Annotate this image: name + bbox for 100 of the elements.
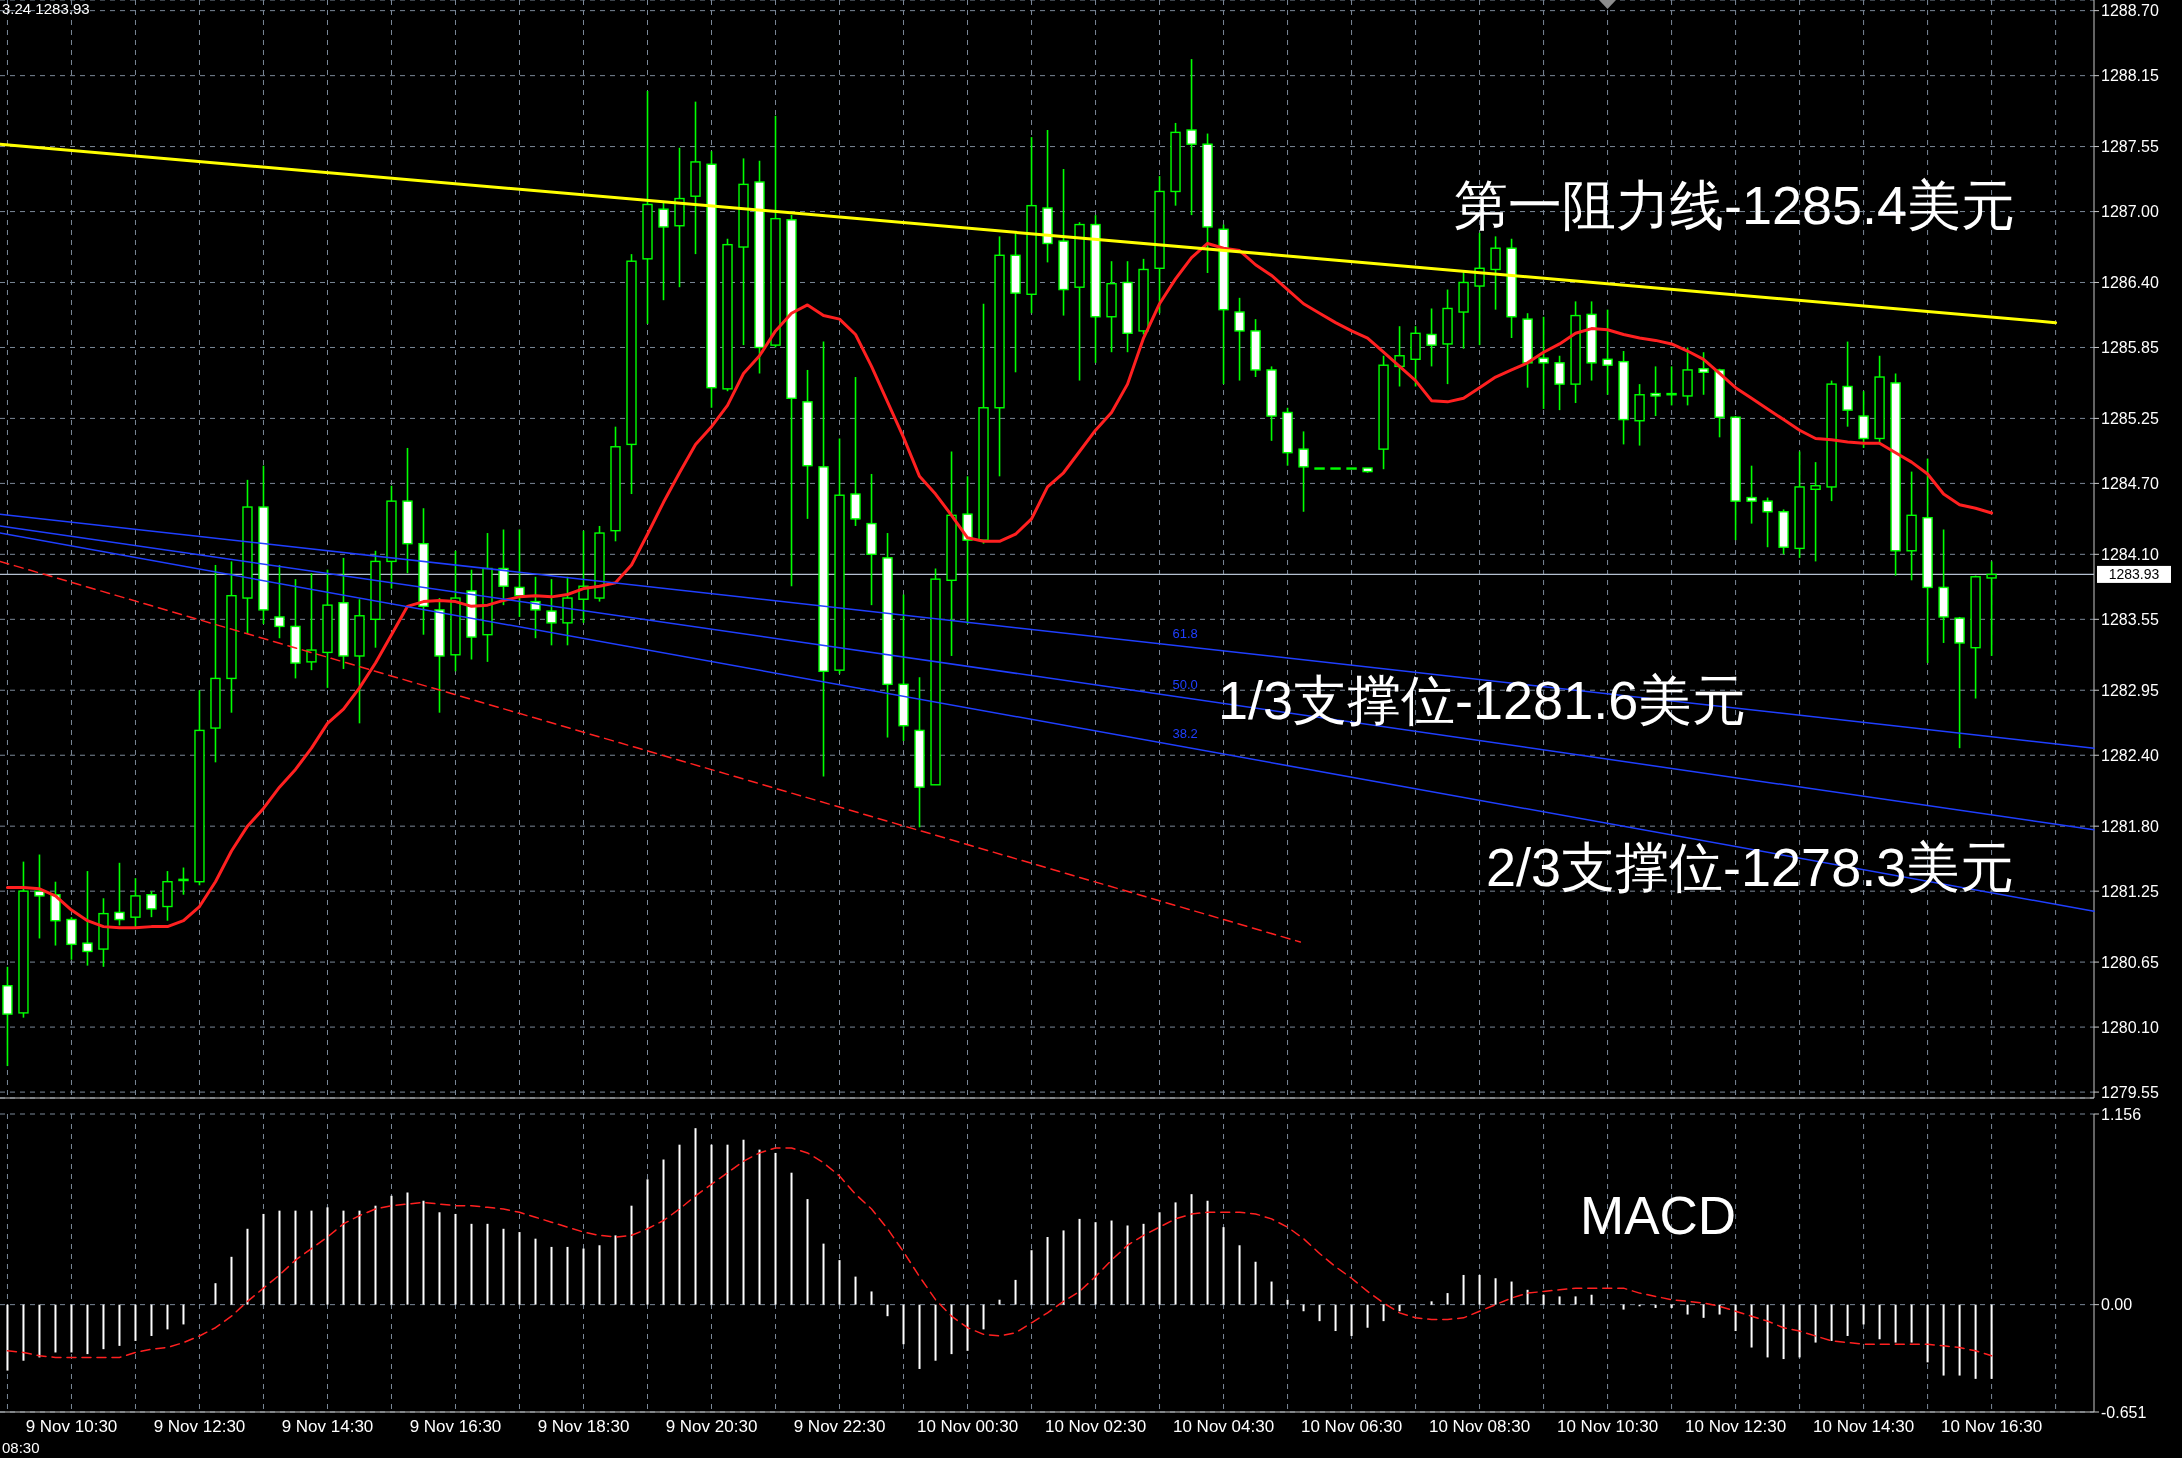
bar: [1990, 1304, 1993, 1379]
bar: [710, 1144, 713, 1305]
y-tick-label: 1281.80: [2101, 817, 2159, 835]
bar: [870, 1291, 873, 1305]
bar: [1094, 1222, 1097, 1305]
bar: [806, 1199, 809, 1305]
y-tick-label: 1288.15: [2101, 67, 2159, 85]
bar: [1718, 1304, 1721, 1315]
candlestick: [146, 890, 157, 918]
bar: [1110, 1220, 1113, 1305]
candlestick: [306, 572, 317, 671]
bar: [102, 1304, 105, 1350]
candlestick: [274, 564, 285, 640]
bar: [374, 1205, 377, 1305]
bar: [1846, 1304, 1849, 1336]
candlestick: [1426, 307, 1437, 368]
bar: [22, 1304, 25, 1361]
y-tick-label: 1280.10: [2101, 1018, 2159, 1036]
candlestick: [1858, 390, 1869, 449]
bar: [1734, 1304, 1737, 1332]
y-tick-label: -0.651: [2101, 1403, 2147, 1421]
y-tick-label: 1282.95: [2101, 681, 2159, 699]
x-tick-label: 10 Nov 10:30: [1557, 1417, 1659, 1437]
bar: [1686, 1304, 1689, 1315]
y-tick-label: 1283.55: [2101, 611, 2159, 628]
bar: [1766, 1304, 1769, 1358]
bar: [342, 1210, 345, 1305]
bar: [758, 1149, 761, 1305]
candlestick: [114, 862, 125, 927]
bar: [790, 1172, 793, 1305]
bar: [566, 1246, 569, 1305]
bar: [822, 1243, 825, 1305]
bar: [6, 1304, 9, 1371]
x-tick-label: 10 Nov 12:30: [1685, 1417, 1787, 1437]
bar: [1782, 1304, 1785, 1360]
candlestick: [1746, 464, 1757, 525]
bar: [294, 1210, 297, 1305]
bar: [614, 1235, 617, 1305]
bar: [598, 1245, 601, 1305]
bar: [1590, 1294, 1593, 1305]
y-tick-label: 1279.55: [2101, 1083, 2159, 1101]
annotation: 第一阻力线-1285.4美元: [1454, 175, 2016, 235]
bar: [1702, 1304, 1705, 1318]
bar: [1942, 1304, 1945, 1376]
bar: [1062, 1230, 1065, 1305]
bar: [630, 1205, 633, 1305]
bar: [1430, 1301, 1433, 1305]
x-tick-label: 9 Nov 18:30: [537, 1417, 630, 1437]
bar: [1222, 1227, 1225, 1305]
bar: [678, 1144, 681, 1305]
x-tick-label: 10 Nov 00:30: [916, 1417, 1019, 1437]
bar: [390, 1195, 393, 1305]
bar: [262, 1213, 265, 1305]
bar: [1926, 1304, 1929, 1363]
bar: [1174, 1202, 1177, 1305]
x-tick-label: 9 Nov 22:30: [793, 1417, 886, 1437]
y-tick-label: 1286.40: [2101, 274, 2159, 292]
bar: [1318, 1304, 1321, 1322]
bar: [1542, 1294, 1545, 1305]
bar: [534, 1238, 537, 1305]
bar: [38, 1304, 41, 1358]
bar: [54, 1304, 57, 1353]
bar: [854, 1276, 857, 1305]
bar: [1014, 1279, 1017, 1305]
candlestick: [130, 877, 141, 929]
bar: [1910, 1304, 1913, 1343]
bar: [278, 1210, 281, 1305]
x-tick-label: 10 Nov 16:30: [1941, 1417, 2043, 1437]
candlestick: [82, 870, 93, 967]
x-tick-label: 9 Nov 20:30: [665, 1417, 758, 1437]
bar: [1958, 1304, 1961, 1376]
x-tick-label: 10 Nov 06:30: [1300, 1417, 1403, 1437]
bar: [1446, 1293, 1449, 1305]
bar: [1510, 1281, 1513, 1305]
bar: [1142, 1223, 1145, 1305]
bar: [230, 1256, 233, 1305]
bar: [1302, 1304, 1305, 1312]
bar: [118, 1304, 121, 1346]
bar: [470, 1223, 473, 1305]
y-tick-label: 1287.55: [2101, 138, 2159, 156]
y-tick-label: 1284.10: [2101, 546, 2159, 563]
candlestick: [1762, 496, 1773, 549]
y-tick-label: 1288.70: [2101, 2, 2159, 20]
bar: [150, 1304, 153, 1336]
candlestick: [1538, 315, 1549, 410]
bar: [1238, 1245, 1241, 1305]
candlestick: [498, 528, 509, 606]
bar: [838, 1260, 841, 1305]
candlestick: [1554, 354, 1565, 411]
bar: [86, 1304, 89, 1355]
bar: [310, 1210, 313, 1305]
bar: [1350, 1304, 1353, 1336]
bar: [486, 1223, 489, 1305]
bar: [1254, 1261, 1257, 1305]
bar: [1478, 1274, 1481, 1305]
bar: [742, 1139, 745, 1305]
bar: [886, 1304, 889, 1317]
bar: [422, 1200, 425, 1305]
bar: [726, 1144, 729, 1305]
bar: [1382, 1304, 1385, 1322]
